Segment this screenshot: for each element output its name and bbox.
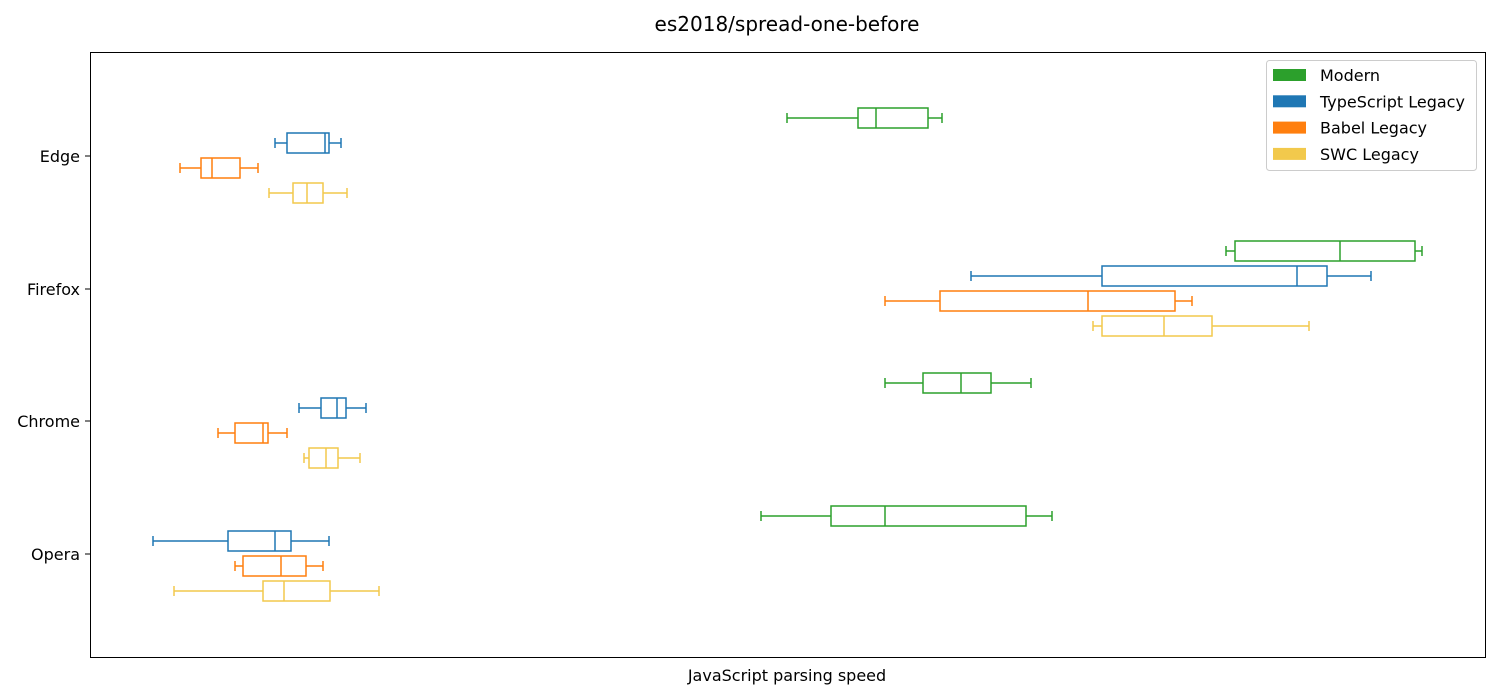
box: [320, 397, 347, 419]
boxes-layer: [152, 107, 1423, 602]
legend-swatch-swc-legacy: [1273, 147, 1306, 160]
box: [292, 182, 324, 204]
box: [1101, 265, 1328, 287]
legend-label-swc-legacy: SWC Legacy: [1320, 145, 1419, 164]
chart-title: es2018/spread-one-before: [655, 12, 920, 36]
x-axis-label: JavaScript parsing speed: [687, 666, 886, 685]
y-axis: Edge Firefox Chrome Opera: [17, 147, 90, 564]
y-tick-label-opera: Opera: [31, 545, 80, 564]
box: [227, 530, 292, 552]
y-tick-label-firefox: Firefox: [27, 280, 80, 299]
legend-swatch-typescript-legacy: [1273, 95, 1306, 108]
box-typescript-legacy-chrome: [298, 397, 367, 419]
box-babel-legacy-edge: [179, 157, 259, 179]
box-typescript-legacy-opera: [152, 530, 330, 552]
legend-label-modern: Modern: [1320, 66, 1380, 85]
box: [1101, 315, 1213, 337]
box-typescript-legacy-edge: [274, 132, 342, 154]
legend-items: Modern TypeScript Legacy Babel Legacy SWC L…: [1273, 66, 1465, 164]
box: [200, 157, 241, 179]
box-modern-opera: [760, 505, 1053, 527]
box-babel-legacy-firefox: [884, 290, 1193, 312]
box-modern-chrome: [884, 372, 1032, 394]
box: [242, 555, 307, 577]
box-swc-legacy-opera: [173, 580, 380, 602]
y-tick-label-edge: Edge: [40, 147, 80, 166]
box: [1234, 240, 1416, 262]
legend-swatch-babel-legacy: [1273, 121, 1306, 134]
box-swc-legacy-firefox: [1092, 315, 1310, 337]
box: [262, 580, 331, 602]
box: [939, 290, 1176, 312]
box-babel-legacy-opera: [234, 555, 324, 577]
box: [286, 132, 330, 154]
box-babel-legacy-chrome: [217, 422, 288, 444]
legend-label-typescript-legacy: TypeScript Legacy: [1319, 92, 1465, 111]
box-typescript-legacy-firefox: [970, 265, 1372, 287]
plot-area: [90, 52, 1486, 658]
box: [922, 372, 992, 394]
box: [234, 422, 269, 444]
legend-frame: [1266, 60, 1477, 171]
legend-swatch-modern: [1273, 69, 1306, 81]
legend: Modern TypeScript Legacy Babel Legacy SWC L…: [1266, 60, 1477, 171]
box-modern-firefox: [1225, 240, 1423, 262]
box: [308, 447, 339, 469]
box-swc-legacy-chrome: [303, 447, 361, 469]
y-tick-label-chrome: Chrome: [17, 412, 80, 431]
box-modern-edge: [786, 107, 943, 129]
box: [830, 505, 1027, 527]
legend-label-babel-legacy: Babel Legacy: [1320, 119, 1427, 138]
box-swc-legacy-edge: [268, 182, 348, 204]
box: [857, 107, 929, 129]
